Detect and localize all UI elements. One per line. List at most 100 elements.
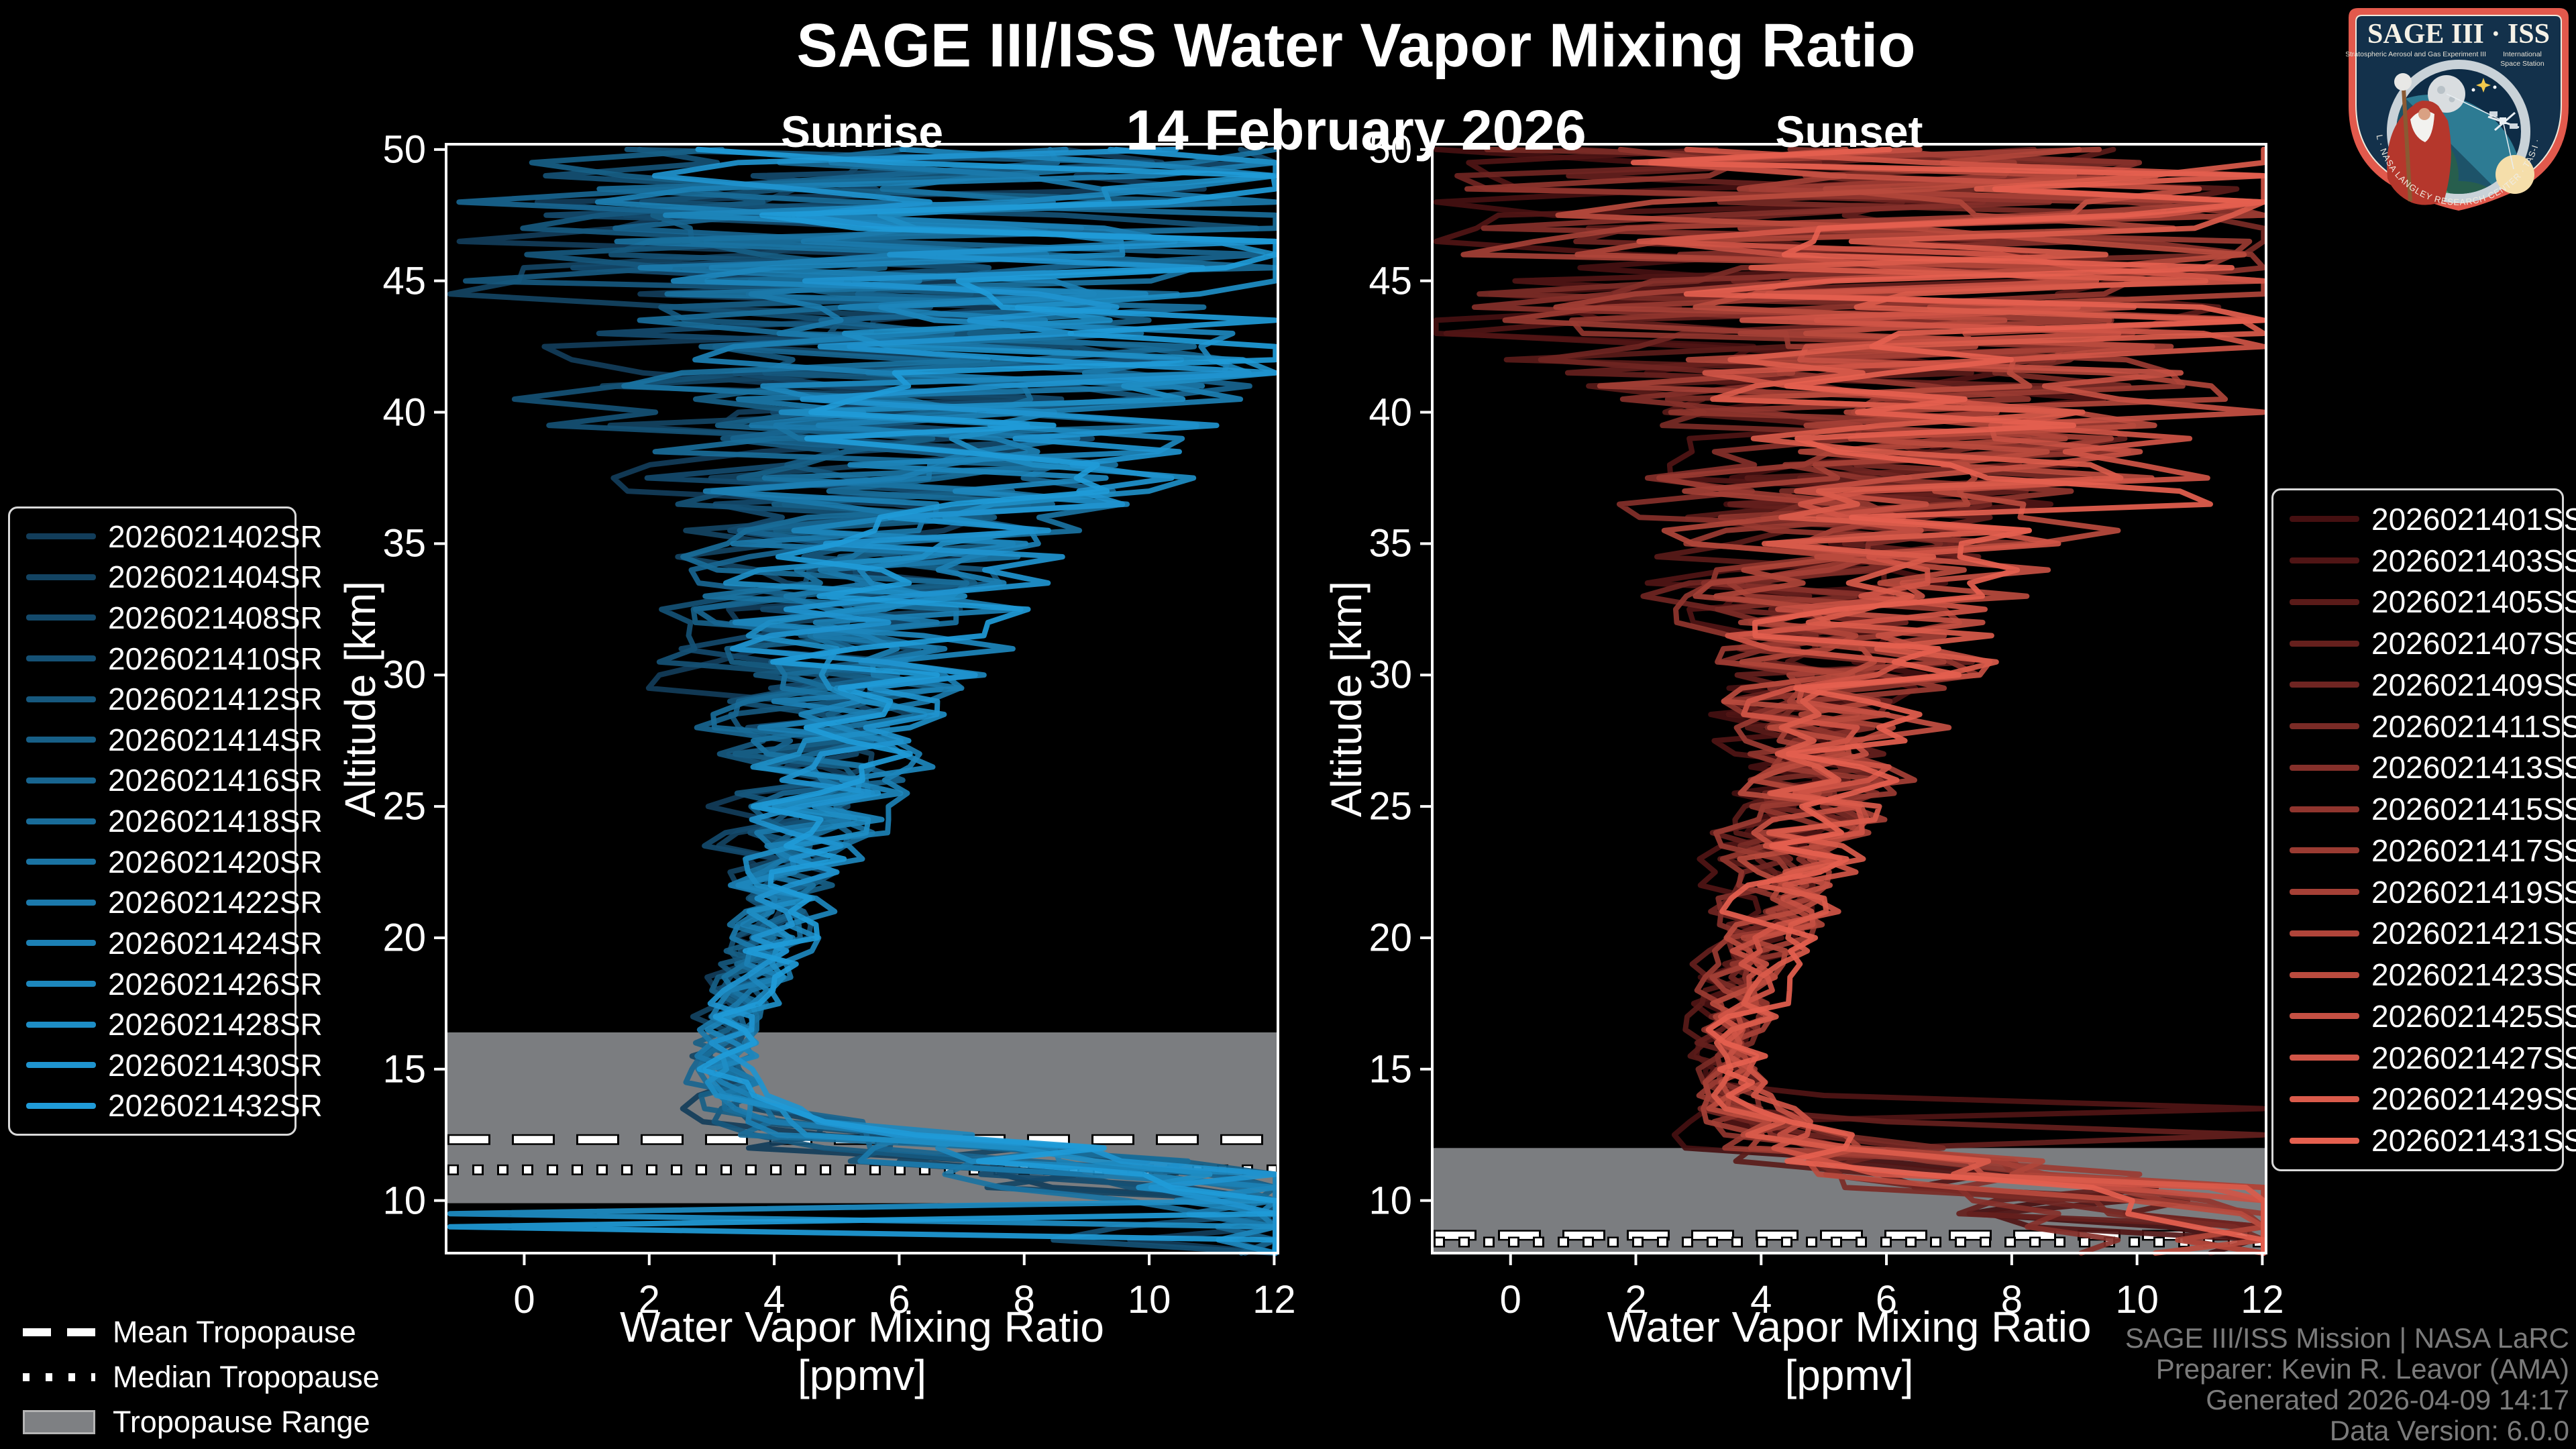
legend-item: 2026021407SS bbox=[2273, 625, 2576, 661]
y-tick-label: 20 bbox=[1368, 916, 1412, 960]
figure-title: SAGE III/ISS Water Vapor Mixing Ratio bbox=[796, 11, 1916, 80]
y-tick-label: 30 bbox=[382, 653, 426, 697]
series-color-line-icon bbox=[2290, 640, 2359, 647]
sunset-x-axis-label-line1: Water Vapor Mixing Ratio bbox=[1607, 1303, 2092, 1351]
legend-item: 2026021432SR bbox=[10, 1087, 323, 1124]
dotted-line-swatch-icon bbox=[23, 1373, 95, 1381]
profile-line-2026021423SS bbox=[1555, 146, 2267, 1256]
y-tick-label: 35 bbox=[1368, 521, 1412, 566]
series-label: 2026021426SR bbox=[108, 966, 323, 1002]
series-label: 2026021409SS bbox=[2371, 667, 2576, 702]
mean-tropopause-label: Mean Tropopause bbox=[113, 1314, 356, 1349]
series-label: 2026021402SR bbox=[108, 519, 323, 554]
series-label: 2026021418SR bbox=[108, 804, 323, 839]
series-label: 2026021417SS bbox=[2371, 833, 2576, 868]
credits-preparer: Preparer: Kevin R. Leavor (AMA) bbox=[2155, 1353, 2569, 1385]
y-tick-label: 40 bbox=[382, 390, 426, 435]
series-label: 2026021403SS bbox=[2371, 543, 2576, 578]
x-tick-label: 2 bbox=[1625, 1278, 1647, 1322]
y-tick-label: 45 bbox=[382, 259, 426, 303]
series-color-line-icon bbox=[2290, 847, 2359, 854]
series-color-line-icon bbox=[26, 737, 96, 743]
legend-item: 2026021417SS bbox=[2273, 833, 2576, 869]
legend-item: 2026021408SR bbox=[10, 600, 323, 636]
series-label: 2026021429SS bbox=[2371, 1081, 2576, 1117]
y-tick-label: 40 bbox=[1368, 390, 1412, 435]
series-color-line-icon bbox=[2290, 682, 2359, 688]
legend-item: 2026021418SR bbox=[10, 803, 323, 839]
legend-item: 2026021421SS bbox=[2273, 915, 2576, 951]
legend-item: 2026021414SR bbox=[10, 722, 323, 758]
sunrise-x-axis-label-line2: [ppmv] bbox=[797, 1351, 927, 1399]
series-color-line-icon bbox=[26, 614, 96, 621]
sunset-panel-title: Sunset bbox=[1775, 107, 1923, 156]
legend-item: 2026021413SS bbox=[2273, 749, 2576, 786]
series-label: 2026021405SS bbox=[2371, 584, 2576, 620]
x-tick-label: 0 bbox=[513, 1278, 535, 1322]
sunset-y-axis-label: Altitude [km] bbox=[1322, 580, 1371, 818]
series-label: 2026021412SR bbox=[108, 682, 323, 717]
legend-item: 2026021431SS bbox=[2273, 1122, 2576, 1159]
series-color-line-icon bbox=[26, 655, 96, 661]
series-label: 2026021413SS bbox=[2371, 750, 2576, 786]
series-color-line-icon bbox=[26, 899, 96, 906]
x-tick-label: 4 bbox=[763, 1278, 786, 1322]
series-label: 2026021431SS bbox=[2371, 1123, 2576, 1158]
legend-item: 2026021415SS bbox=[2273, 791, 2576, 827]
series-color-line-icon bbox=[26, 696, 96, 702]
patch-iss bbox=[2446, 93, 2520, 170]
x-tick-label: 0 bbox=[1499, 1278, 1521, 1322]
profile-line-2026021429SS bbox=[1710, 146, 2267, 1256]
series-color-line-icon bbox=[2290, 1095, 2359, 1102]
series-color-line-icon bbox=[2290, 1055, 2359, 1061]
series-color-line-icon bbox=[2290, 971, 2359, 978]
series-color-line-icon bbox=[26, 981, 96, 987]
legend-item: 2026021422SR bbox=[10, 884, 323, 920]
series-color-line-icon bbox=[26, 818, 96, 824]
legend-item-mean-tropopause: Mean Tropopause bbox=[23, 1309, 380, 1354]
series-color-line-icon bbox=[26, 533, 96, 540]
credits-data-version: Data Version: 6.0.0 bbox=[2329, 1415, 2569, 1446]
moon-crater bbox=[2449, 96, 2455, 103]
sunset-x-axis-label: Water Vapor Mixing Ratio [ppmv] bbox=[1432, 1303, 2266, 1399]
series-color-line-icon bbox=[26, 574, 96, 580]
series-label: 2026021401SS bbox=[2371, 501, 2576, 537]
profile-line-2026021431SS bbox=[1630, 146, 2267, 1256]
x-tick-label: 10 bbox=[2115, 1278, 2159, 1322]
patch-subtitle-left: Stratospheric Aerosol and Gas Experiment… bbox=[2346, 50, 2486, 58]
legend-item: 2026021411SS bbox=[2273, 708, 2576, 745]
legend-item: 2026021409SS bbox=[2273, 667, 2576, 703]
sunrise-plot-frame bbox=[445, 143, 1279, 1254]
sunrise-x-axis-label: Water Vapor Mixing Ratio [ppmv] bbox=[446, 1303, 1278, 1399]
legend-item: 2026021426SR bbox=[10, 966, 323, 1002]
legend-item: 2026021423SS bbox=[2273, 957, 2576, 993]
y-tick-label: 30 bbox=[1368, 653, 1412, 697]
legend-item-median-tropopause: Median Tropopause bbox=[23, 1354, 380, 1399]
x-tick-label: 4 bbox=[1750, 1278, 1772, 1322]
patch-stars bbox=[2471, 78, 2497, 93]
series-label: 2026021430SR bbox=[108, 1047, 323, 1083]
series-label: 2026021427SS bbox=[2371, 1040, 2576, 1075]
sunrise-panel-title: Sunrise bbox=[780, 107, 944, 156]
series-color-line-icon bbox=[2290, 764, 2359, 771]
patch-sun bbox=[2496, 155, 2534, 194]
series-label: 2026021414SR bbox=[108, 722, 323, 757]
median-tropopause-label: Median Tropopause bbox=[113, 1359, 380, 1394]
y-tick-label: 25 bbox=[382, 784, 426, 828]
sunrise-legend: 2026021402SR 2026021404SR 2026021408SR 2026… bbox=[8, 506, 323, 1136]
y-tick-label: 45 bbox=[1368, 259, 1412, 303]
series-color-line-icon bbox=[2290, 723, 2359, 729]
moon-crater bbox=[2437, 86, 2445, 94]
legend-item: 2026021416SR bbox=[10, 762, 323, 798]
y-tick-label: 50 bbox=[1368, 127, 1412, 172]
series-color-line-icon bbox=[26, 859, 96, 865]
series-color-line-icon bbox=[2290, 557, 2359, 564]
legend-item: 2026021405SS bbox=[2273, 584, 2576, 620]
series-color-line-icon bbox=[2290, 1137, 2359, 1144]
series-label: 2026021419SS bbox=[2371, 874, 2576, 910]
series-label: 2026021404SR bbox=[108, 559, 323, 595]
y-tick-label: 10 bbox=[382, 1179, 426, 1223]
tropopause-range-label: Tropopause Range bbox=[113, 1404, 370, 1439]
legend-item: 2026021428SR bbox=[10, 1006, 323, 1042]
